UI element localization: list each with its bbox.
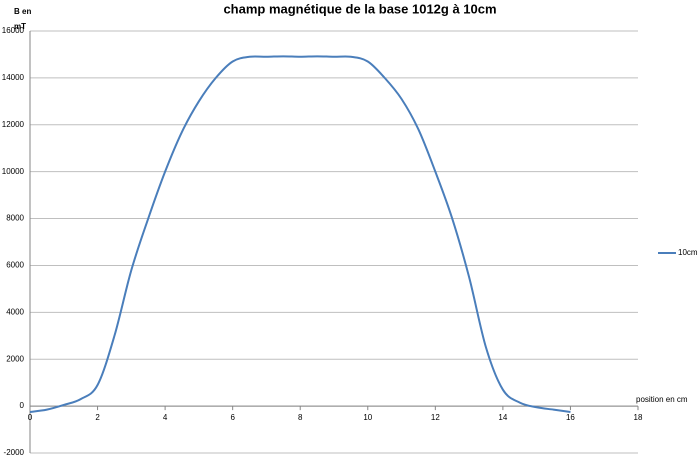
y-tick-label: 14000 [2, 73, 25, 82]
y-tick-label: 4000 [6, 307, 24, 316]
legend-label: 10cm [678, 248, 698, 257]
x-tick-label: 0 [28, 413, 33, 422]
x-tick-label: 16 [566, 413, 575, 422]
y-tick-label: 12000 [2, 120, 25, 129]
data-line [29, 55, 571, 413]
y-axis-label: B en mT [14, 7, 32, 31]
y-tick-label: 2000 [6, 354, 24, 363]
x-axis-label: position en cm [636, 395, 688, 404]
x-tick-label: 4 [163, 413, 168, 422]
y-tick-label: 0 [20, 401, 25, 410]
x-tick-label: 18 [634, 413, 643, 422]
x-tick-label: 2 [95, 413, 100, 422]
y-tick-label: 10000 [2, 167, 25, 176]
x-tick-label: 14 [498, 413, 507, 422]
x-tick-label: 10 [363, 413, 372, 422]
x-tick-label: 6 [230, 413, 235, 422]
y-tick-label: 16000 [2, 26, 25, 35]
x-tick-label: 12 [431, 413, 440, 422]
y-tick-label: 8000 [6, 214, 24, 223]
x-tick-label: 8 [298, 413, 303, 422]
y-tick-label: -2000 [4, 448, 25, 457]
chart-title: champ magnétique de la base 1012g à 10cm [223, 1, 496, 16]
y-tick-label: 6000 [6, 261, 24, 270]
